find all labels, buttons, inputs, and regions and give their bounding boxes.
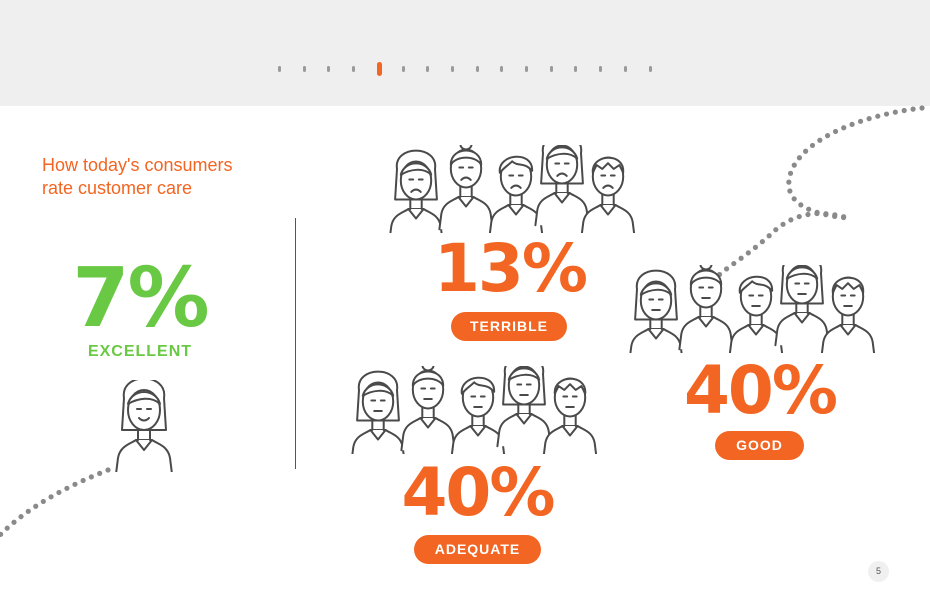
- title-line-1: How today's consumers: [42, 155, 233, 175]
- terrible-label-badge: TERRIBLE: [451, 312, 567, 341]
- page-indicator[interactable]: [278, 62, 658, 76]
- page-dot[interactable]: [278, 66, 281, 72]
- page-dot[interactable]: [302, 66, 306, 72]
- good-people-group-icon: [629, 265, 876, 353]
- page-dot[interactable]: [352, 66, 356, 72]
- page-dot[interactable]: [623, 66, 627, 72]
- top-bar: [0, 0, 930, 106]
- page-dot[interactable]: [648, 66, 652, 72]
- page-dot[interactable]: [525, 66, 528, 72]
- excellent-percent: 7%: [72, 251, 209, 346]
- good-percent: 40%: [684, 352, 838, 429]
- page-dot[interactable]: [500, 66, 504, 72]
- page-dot[interactable]: [376, 62, 382, 76]
- page-number: 5: [868, 561, 889, 582]
- page-dot[interactable]: [401, 66, 405, 72]
- title-line-2: rate customer care: [42, 178, 193, 198]
- excellent-label: EXCELLENT: [87, 343, 193, 360]
- page-dot[interactable]: [327, 66, 331, 72]
- good-label-badge: GOOD: [715, 431, 804, 460]
- page-dot[interactable]: [450, 66, 454, 72]
- page-dot[interactable]: [599, 66, 603, 72]
- adequate-label-badge: ADEQUATE: [414, 535, 541, 564]
- terrible-people-group-icon: [389, 145, 636, 233]
- person-icon: [115, 380, 173, 472]
- page-dot[interactable]: [426, 66, 430, 72]
- section-divider: [295, 218, 296, 469]
- page-dot[interactable]: [574, 66, 578, 72]
- adequate-percent: 40%: [401, 454, 556, 531]
- page-dot[interactable]: [475, 66, 479, 72]
- slide-title: How today's consumers rate customer care: [42, 154, 292, 200]
- terrible-percent: 13%: [434, 230, 588, 307]
- page-dot[interactable]: [549, 66, 553, 72]
- adequate-people-group-icon: [351, 366, 598, 454]
